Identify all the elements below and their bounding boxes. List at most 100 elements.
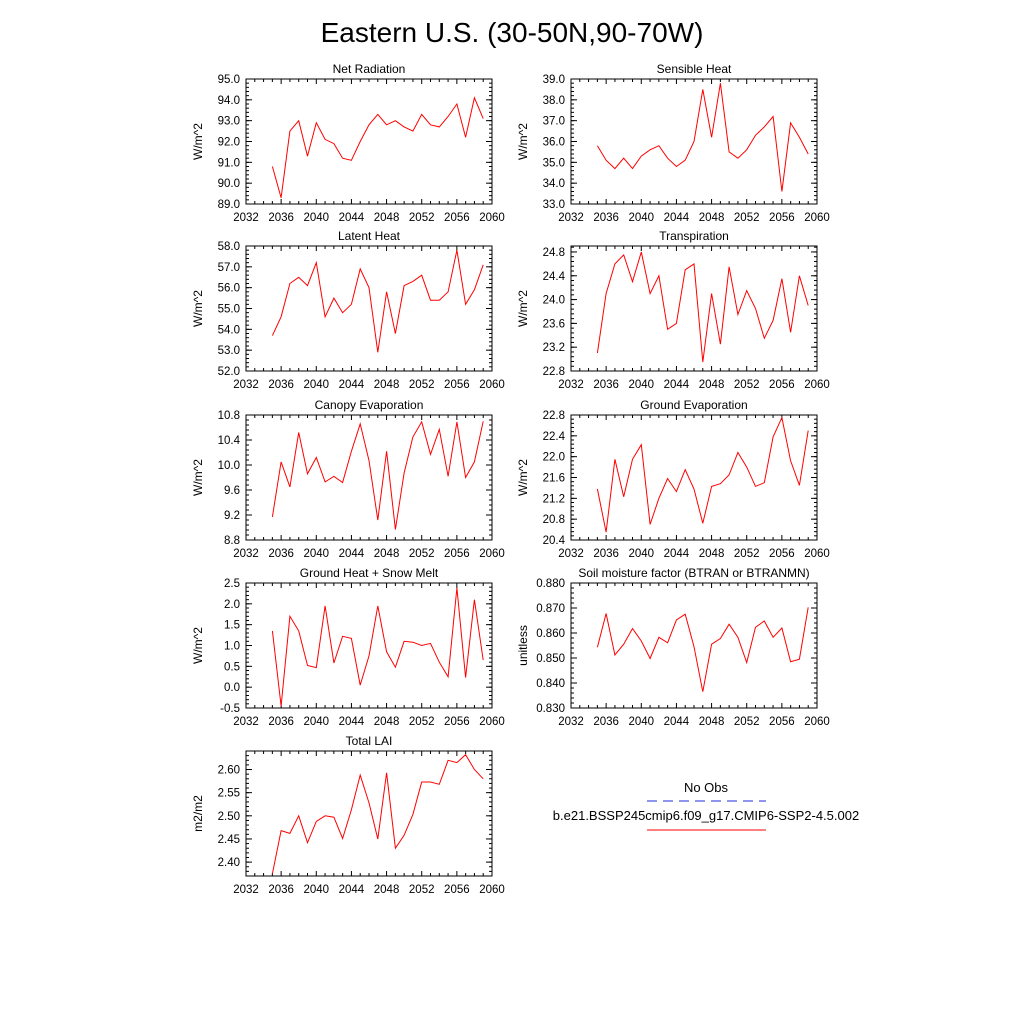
x-tick-label: 2048 [374,548,400,560]
x-tick-label: 2036 [268,716,294,728]
x-tick-label: 2044 [339,884,365,896]
y-tick-label: -0.5 [220,703,240,715]
x-tick-label: 2060 [804,716,830,728]
x-tick-label: 2048 [699,548,725,560]
x-tick-label: 2044 [339,212,365,224]
x-tick-label: 2052 [409,212,435,224]
series-line [271,587,484,706]
legend-obs-label: No Obs [684,780,729,795]
y-tick-label: 2.40 [218,857,240,869]
x-tick-label: 2040 [628,548,654,560]
y-tick-label: 53.0 [218,345,240,357]
y-tick-label: 2.55 [218,788,240,800]
panel-title: Latent Heat [338,229,401,243]
x-tick-label: 2048 [374,884,400,896]
x-tick-label: 2052 [409,379,435,391]
y-tick-label: 22.8 [543,366,565,378]
panel-title: Soil moisture factor (BTRAN or BTRANMN) [578,566,809,580]
y-tick-label: 2.0 [224,599,240,611]
x-tick-label: 2060 [804,212,830,224]
y-tick-label: 90.0 [218,178,240,190]
y-axis-label: W/m^2 [191,123,205,160]
x-tick-label: 2048 [699,379,725,391]
y-tick-label: 20.8 [543,514,565,526]
x-tick-label: 2032 [233,379,259,391]
y-axis-label: unitless [516,625,530,666]
y-axis-label: W/m^2 [516,459,530,496]
x-tick-label: 2040 [628,379,654,391]
panel-9: Total LAI m2/m2 2032 2036 2040 2044 2048 2052 20… [191,734,505,896]
x-tick-label: 2056 [444,548,470,560]
y-tick-label: 9.6 [224,485,240,497]
x-tick-label: 2032 [233,548,259,560]
y-tick-label: 23.2 [543,342,565,354]
plot-frame [245,750,493,877]
y-tick-label: 2.60 [218,765,240,777]
x-tick-label: 2032 [233,716,259,728]
series-line [271,96,484,198]
y-tick-label: 0.830 [536,703,565,715]
x-tick-label: 2044 [664,548,690,560]
x-tick-label: 2052 [734,212,760,224]
x-tick-label: 2052 [734,379,760,391]
y-tick-label: 24.4 [543,271,566,283]
x-tick-label: 2036 [268,548,294,560]
panels: Net Radiation W/m^2 2032 2036 2040 2044 2048 20… [191,62,830,896]
x-tick-label: 2036 [593,379,619,391]
x-tick-label: 2032 [233,884,259,896]
x-tick-label: 2040 [303,212,329,224]
y-tick-label: 21.6 [543,473,565,485]
panel-5: Canopy Evaporation W/m^2 2032 2036 2040 2044 2… [191,398,505,560]
panel-2: Sensible Heat W/m^2 2032 2036 2040 2044 2048 20… [516,62,830,224]
y-tick-label: 56.0 [218,283,240,295]
x-tick-label: 2056 [769,548,795,560]
panel-7: Ground Heat + Snow Melt W/m^2 2032 2036 2040… [191,566,505,728]
x-tick-label: 2048 [374,379,400,391]
y-tick-label: 1.0 [224,641,240,653]
x-tick-label: 2032 [233,212,259,224]
y-tick-label: 8.8 [224,535,240,547]
x-tick-label: 2052 [409,884,435,896]
x-tick-label: 2060 [804,548,830,560]
x-tick-label: 2060 [479,716,505,728]
y-axis-label: m2/m2 [191,795,205,832]
legend: No Obs b.e21.BSSP245cmip6.f09_g17.CMIP6-… [553,780,859,831]
panel-6: Ground Evaporation W/m^2 2032 2036 2040 2044 2… [516,398,830,560]
y-tick-label: 55.0 [218,304,240,316]
series-line [271,250,484,353]
x-tick-label: 2056 [769,379,795,391]
x-tick-label: 2056 [769,212,795,224]
panel-1: Net Radiation W/m^2 2032 2036 2040 2044 2048 20… [191,62,505,224]
x-tick-label: 2036 [268,212,294,224]
x-tick-label: 2036 [593,212,619,224]
panel-title: Canopy Evaporation [315,398,424,412]
x-tick-label: 2052 [409,548,435,560]
x-tick-label: 2060 [479,212,505,224]
panel-title: Sensible Heat [657,62,732,76]
panel-title: Total LAI [346,734,393,748]
y-tick-label: 92.0 [218,137,240,149]
series-line [596,415,809,533]
y-tick-label: 52.0 [218,366,240,378]
series-line [271,420,484,530]
x-tick-label: 2040 [628,716,654,728]
y-tick-label: 33.0 [543,199,565,211]
y-tick-label: 23.6 [543,318,565,330]
x-tick-label: 2036 [593,548,619,560]
x-tick-label: 2044 [664,716,690,728]
x-tick-label: 2032 [558,716,584,728]
series-line [271,753,484,874]
panel-3: Latent Heat W/m^2 2032 2036 2040 2044 2048 2052… [191,229,505,391]
y-tick-label: 21.2 [543,493,565,505]
y-axis-label: W/m^2 [191,627,205,664]
y-tick-label: 0.850 [536,653,565,665]
y-tick-label: 58.0 [218,241,240,253]
y-tick-label: 1.5 [224,620,240,632]
y-tick-label: 57.0 [218,262,240,274]
x-tick-label: 2044 [339,548,365,560]
y-tick-label: 22.4 [543,431,566,443]
x-tick-label: 2032 [558,212,584,224]
y-tick-label: 35.0 [543,157,565,169]
x-tick-label: 2060 [804,379,830,391]
